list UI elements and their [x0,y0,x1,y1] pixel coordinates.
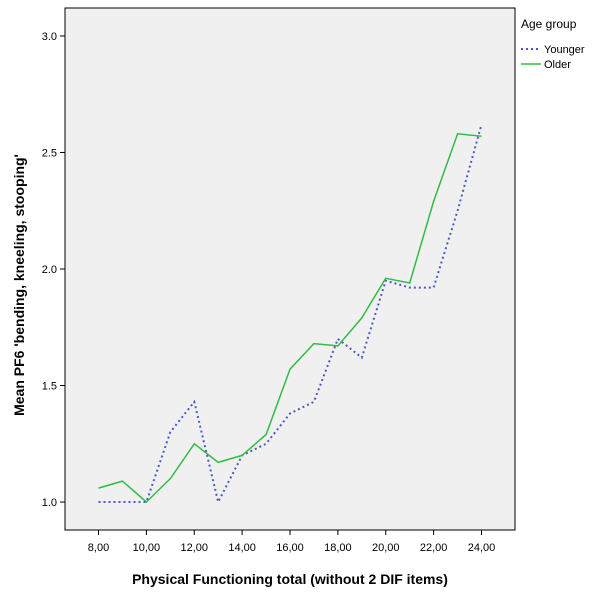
x-tick-label: 20,00 [372,542,400,554]
plot-area [64,7,516,531]
series-lines [98,124,483,505]
legend-label-younger: Younger [544,44,585,56]
series-line-older [98,132,482,504]
x-tick-label: 10,00 [133,542,161,554]
y-tick-label: 2.0 [42,264,57,276]
x-tick-label: 24,00 [468,542,496,554]
y-tick-label: 1.0 [42,497,57,509]
legend: Age group Younger Older [521,17,585,71]
y-axis: 1.0 1.5 2.0 2.5 3.0 [42,31,65,509]
x-tick-label: 16,00 [276,542,304,554]
y-tick-label: 1.5 [42,381,57,393]
series-line-younger [98,124,483,505]
y-axis-title: Mean PF6 'bending, kneeling, stooping' [11,154,27,416]
legend-label-older: Older [544,59,571,71]
x-axis: 8,00 10,00 12,00 14,00 16,00 18,00 20,00 22,00 2… [88,530,495,554]
x-axis-title: Physical Functioning total (without 2 DI… [132,571,448,587]
y-tick-label: 2.5 [42,147,57,159]
x-tick-label: 22,00 [420,542,448,554]
x-tick-label: 14,00 [228,542,256,554]
legend-title: Age group [521,17,577,31]
y-tick-label: 3.0 [42,31,57,43]
x-tick-label: 18,00 [324,542,352,554]
x-tick-label: 8,00 [88,542,109,554]
x-tick-label: 12,00 [180,542,208,554]
